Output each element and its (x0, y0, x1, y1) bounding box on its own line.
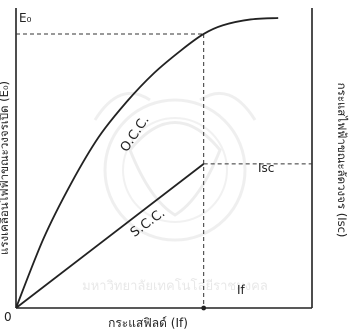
x-axis-title: กระแสฟิลด์ (If) (108, 316, 188, 330)
marker-dot-if (201, 305, 207, 311)
y-axis-title-right: กระแสไฟฟ้าขณะลัดวงจร (Isc) (335, 83, 349, 238)
marker-label-if: If (237, 283, 246, 297)
marker-label-e0: E₀ (19, 11, 32, 25)
y-axis-title-left: แรงเคลื่อนไฟฟ้าขณะวงจรเปิด (E₀) (0, 81, 11, 255)
origin-label: 0 (4, 310, 12, 324)
watermark-emblem (93, 91, 257, 242)
series-line-scc (15, 163, 205, 309)
marker-label-isc: Isc (258, 161, 274, 175)
series-line-occ (15, 17, 279, 309)
watermark-text: มหาวิทยาลัยเทคโนโลยีราชมงคล (82, 278, 268, 294)
